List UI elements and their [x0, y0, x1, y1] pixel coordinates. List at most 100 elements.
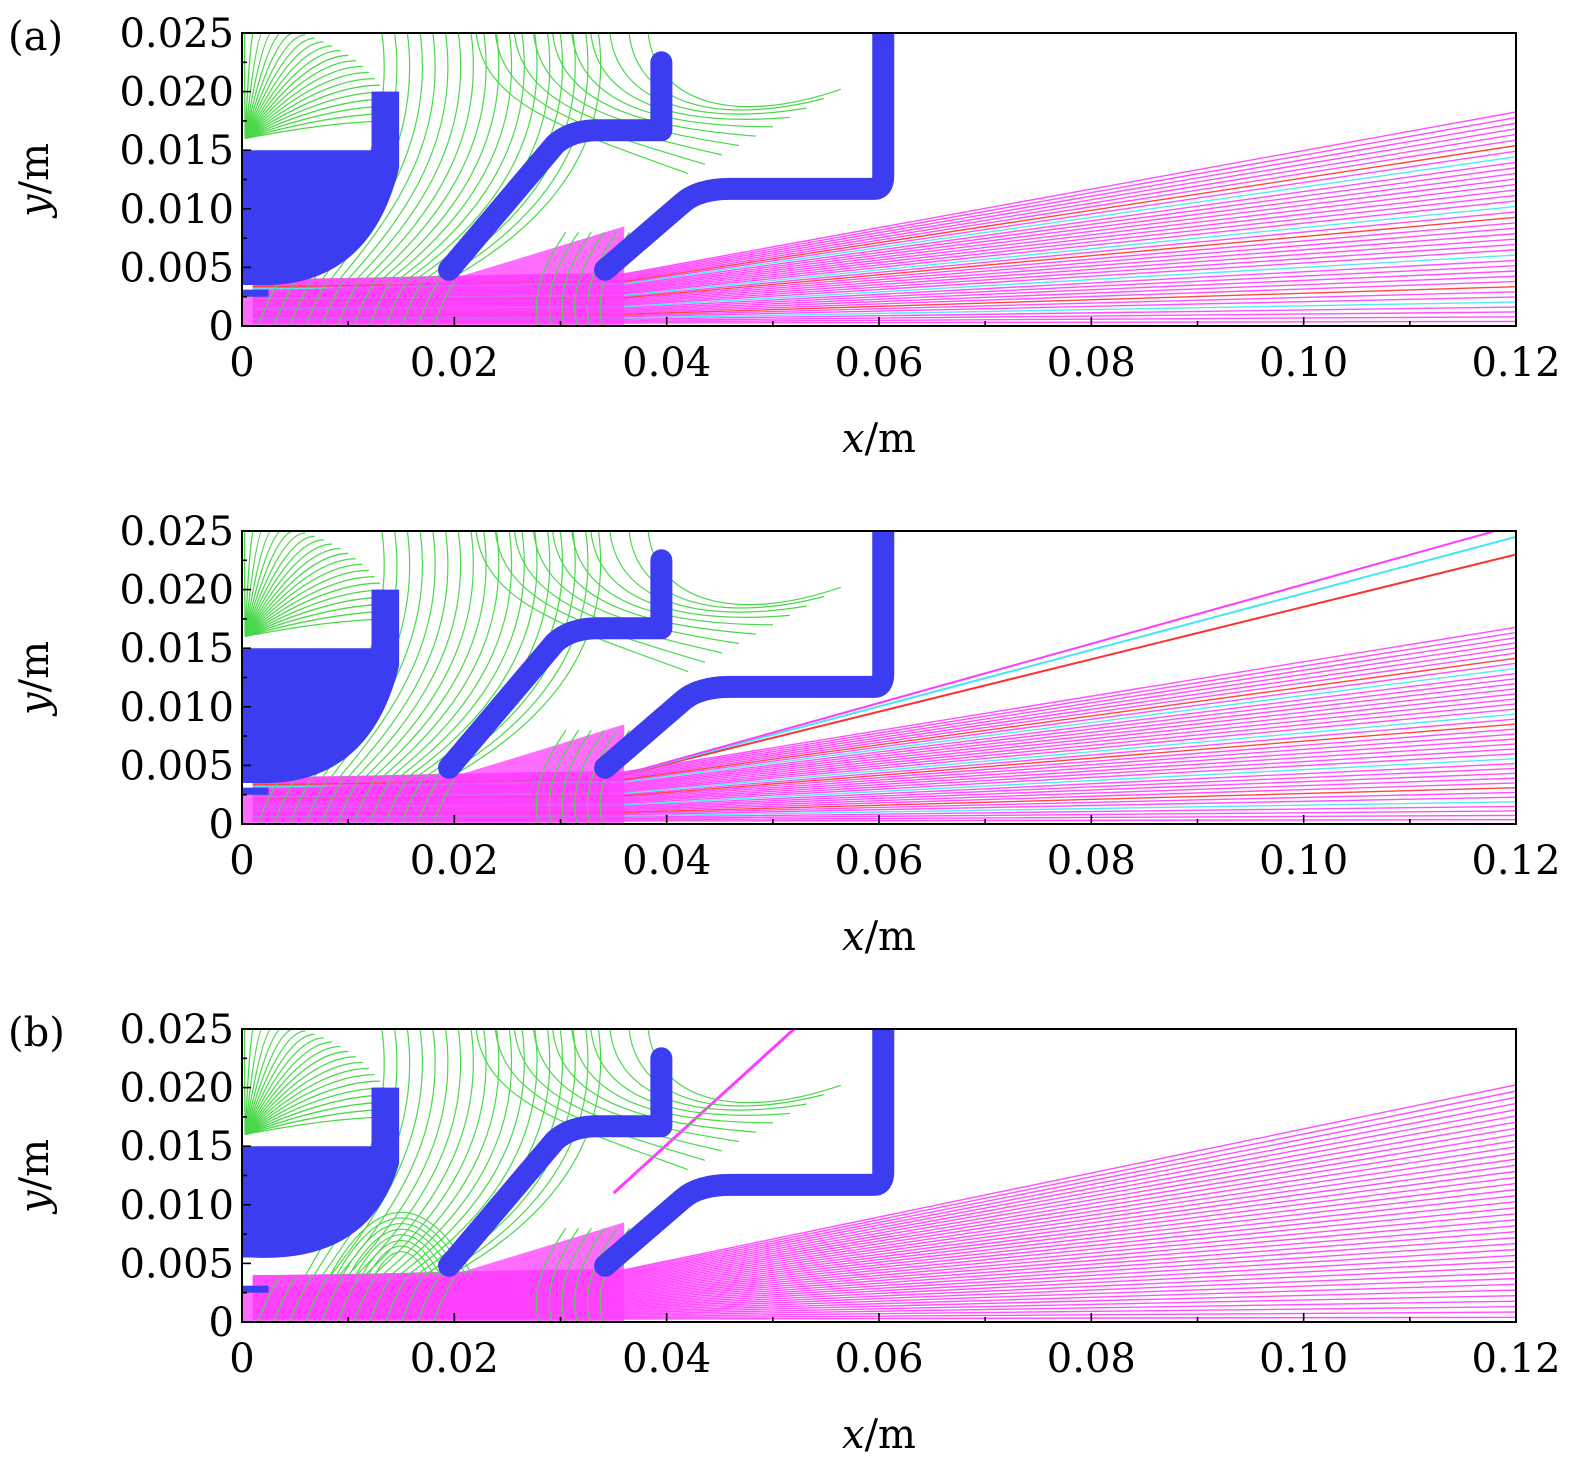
anode-pin — [242, 289, 269, 297]
equipotential-line — [475, 531, 689, 673]
equipotential-line — [273, 281, 296, 326]
equipotential-line — [407, 1029, 538, 1276]
equipotential-line — [244, 77, 375, 139]
equipotential-line — [628, 33, 824, 111]
equipotential-line — [390, 33, 513, 280]
equipotential-line — [494, 531, 706, 663]
electrodes-a — [242, 33, 895, 297]
equipotential-line — [561, 729, 592, 824]
equipotential-line — [352, 779, 376, 824]
y-tick-label: 0.015 — [119, 626, 234, 672]
equipotential-line — [381, 531, 500, 778]
x-tick-label: 0 — [229, 1336, 254, 1382]
equipotential-line — [244, 91, 385, 140]
y-tick-label: 0.005 — [119, 743, 234, 789]
equipotential-line — [257, 779, 280, 824]
equipotential-line — [339, 33, 436, 280]
equipotential-line — [244, 531, 263, 637]
equipotential-line — [244, 531, 254, 637]
equipotential-line — [432, 281, 455, 326]
equipotential-line — [347, 1029, 449, 1276]
equipotential-line — [244, 34, 306, 139]
panel-a: 0 0.02 0.04 0.06 0.08 0.10 0.12 0 0.005 0.010 0.0… — [8, 11, 1561, 462]
x-tick-label: 0.10 — [1259, 1336, 1348, 1382]
equipotential-line — [244, 49, 341, 139]
equipotential-line — [244, 33, 271, 139]
equipotential-line — [273, 779, 296, 824]
equipotential-line — [384, 1277, 408, 1322]
equipotential-line — [244, 37, 315, 139]
equipotential-line — [441, 33, 589, 280]
equipotential-line — [336, 281, 360, 326]
equipotential-line — [305, 1277, 328, 1322]
equipotential-line — [532, 1029, 739, 1143]
equipotential-line — [244, 582, 380, 638]
stray-beam-line — [613, 535, 1516, 779]
equipotential-line — [355, 1234, 448, 1276]
x-tick-label: 0 — [229, 838, 254, 884]
equipotential-line — [336, 1277, 360, 1322]
inner-electrode — [242, 589, 400, 784]
equipotential-line — [347, 531, 449, 778]
equipotential-line — [289, 1277, 312, 1322]
equipotential-line — [364, 33, 474, 280]
equipotential-line — [257, 1277, 280, 1322]
x-tick-label: 0.02 — [410, 838, 499, 884]
equipotential-line — [574, 729, 605, 824]
y-tick-label: 0 — [209, 304, 234, 350]
y-axis-label-b: y/m — [12, 1139, 58, 1215]
beam-core — [242, 226, 625, 326]
equipotential-line — [244, 33, 263, 139]
equipotential-line — [244, 1029, 271, 1135]
y-ticks-middle: 0 0.005 0.010 0.015 0.020 0.025 — [119, 509, 251, 848]
plot-area-a — [242, 33, 1516, 326]
equipotential-line — [244, 539, 324, 637]
equipotential-line — [494, 1029, 706, 1161]
outer-electrode — [594, 1029, 895, 1277]
equipotential-line — [647, 1029, 841, 1104]
equipotential-line — [244, 1041, 333, 1135]
equipotential-line — [574, 231, 605, 326]
equipotential-line — [381, 1029, 500, 1276]
equipotential-line — [244, 532, 306, 637]
y-tick-label: 0.020 — [119, 1066, 234, 1112]
equipotential-line — [368, 281, 392, 326]
equipotential-line — [494, 33, 706, 165]
y-tick-label: 0.025 — [119, 11, 234, 57]
equipotential-line — [647, 531, 841, 606]
x-ticks-a: 0 0.02 0.04 0.06 0.08 0.10 0.12 — [229, 317, 1561, 386]
equipotential-line — [532, 33, 739, 147]
equipotential-line — [586, 231, 618, 326]
equipotential-line — [244, 1080, 380, 1136]
x-tick-label: 0.02 — [410, 1336, 499, 1382]
x-tick-label: 0.08 — [1047, 340, 1136, 386]
equipotential-line — [535, 1227, 567, 1322]
beam-core — [242, 724, 625, 824]
equipotential-line — [321, 281, 344, 326]
equipotential-line — [416, 779, 439, 824]
backflow-line — [612, 1029, 796, 1195]
equipotential-line — [352, 281, 376, 326]
anode-pin — [242, 1285, 269, 1293]
stray-beam-line — [613, 531, 1499, 779]
equipotential-line — [244, 531, 271, 637]
equipotential-line — [356, 531, 462, 778]
y-tick-label: 0.020 — [119, 70, 234, 116]
inner-electrode — [242, 91, 400, 286]
x-tick-label: 0.12 — [1471, 838, 1560, 884]
equipotential-line — [244, 1037, 324, 1135]
equipotential-line — [330, 1029, 423, 1276]
equipotential-line — [548, 231, 580, 326]
panel-b: 0 0.02 0.04 0.06 0.08 0.10 0.12 0 0.005 0.010 0.0… — [8, 1007, 1561, 1458]
x-tick-label: 0.08 — [1047, 838, 1136, 884]
equipotential-line — [321, 779, 344, 824]
y-tick-label: 0.025 — [119, 509, 234, 555]
y-ticks-b: 0 0.005 0.010 0.015 0.020 0.025 — [119, 1007, 251, 1346]
x-axis-label-a: x/m — [842, 416, 916, 462]
outer-electrode — [594, 33, 895, 281]
equipotential-line — [321, 1277, 344, 1322]
y-axis-label-a: y/m — [12, 143, 58, 219]
equipotential-line — [244, 71, 369, 139]
y-tick-label: 0.010 — [119, 685, 234, 731]
y-tick-label: 0.010 — [119, 187, 234, 233]
